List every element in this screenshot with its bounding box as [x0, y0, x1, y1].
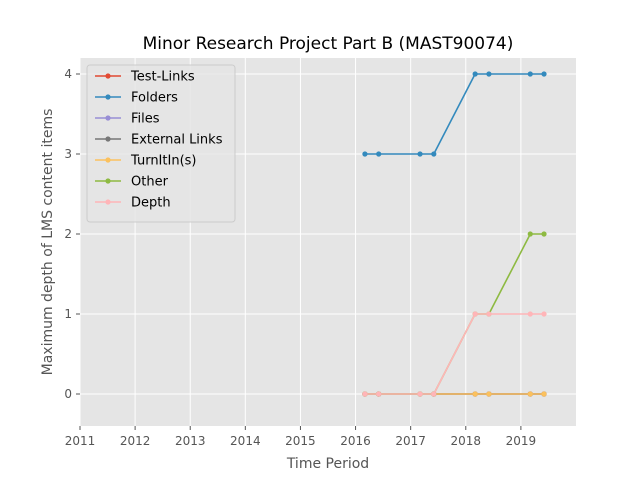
legend-item: Other	[95, 175, 169, 190]
data-point	[417, 151, 423, 157]
data-point	[472, 311, 478, 317]
legend-item: Depth	[95, 196, 171, 211]
x-ticks: 2011 2012 2013 2014 2015 2016 2017 2018 2019	[65, 426, 536, 448]
data-point	[486, 391, 492, 397]
x-tick-label: 2016	[340, 434, 371, 448]
legend-label: TurnItIn(s)	[130, 154, 196, 169]
legend-item: Test-Links	[95, 70, 195, 85]
data-point	[541, 391, 547, 397]
legend-item: Files	[95, 112, 160, 127]
y-tick-label: 1	[64, 307, 72, 321]
data-point	[362, 151, 368, 157]
data-point	[527, 311, 533, 317]
x-tick-label: 2018	[451, 434, 482, 448]
legend-label: Other	[131, 175, 169, 190]
x-tick-label: 2013	[175, 434, 206, 448]
data-point	[376, 391, 382, 397]
legend-swatch-marker	[105, 199, 111, 205]
data-point	[472, 391, 478, 397]
legend-swatch-marker	[105, 178, 111, 184]
x-tick-label: 2014	[230, 434, 261, 448]
legend-swatch-marker	[105, 115, 111, 121]
legend-label: Files	[131, 112, 160, 127]
legend-item: TurnItIn(s)	[95, 154, 196, 169]
data-point	[527, 391, 533, 397]
data-point	[541, 311, 547, 317]
data-point	[486, 311, 492, 317]
data-point	[417, 391, 423, 397]
data-point	[431, 391, 437, 397]
data-point	[541, 231, 547, 237]
data-point	[486, 71, 492, 77]
legend-swatch-marker	[105, 157, 111, 163]
data-point	[527, 71, 533, 77]
series-folders	[362, 71, 547, 157]
data-point	[541, 71, 547, 77]
y-ticks: 0 1 2 3 4	[64, 67, 80, 401]
legend-label: Test-Links	[130, 70, 195, 85]
y-axis-label: Maximum depth of LMS content items	[40, 109, 56, 376]
legend-item: External Links	[95, 133, 223, 148]
legend-item: Folders	[95, 91, 178, 106]
data-point	[472, 71, 478, 77]
legend-label: External Links	[131, 133, 223, 148]
y-tick-label: 2	[64, 227, 72, 241]
y-tick-label: 0	[64, 387, 72, 401]
legend-label: Depth	[131, 196, 171, 211]
chart-title: Minor Research Project Part B (MAST90074…	[143, 34, 514, 54]
data-point	[431, 151, 437, 157]
series-line	[364, 73, 544, 155]
legend-swatch-marker	[105, 94, 111, 100]
x-tick-label: 2012	[120, 434, 151, 448]
legend-swatch-marker	[105, 136, 111, 142]
x-axis-label: Time Period	[286, 456, 369, 472]
x-tick-label: 2015	[285, 434, 316, 448]
y-tick-label: 3	[64, 147, 72, 161]
data-point	[376, 151, 382, 157]
series-line	[364, 313, 544, 395]
data-point	[362, 391, 368, 397]
legend-box	[86, 64, 236, 223]
series-layer	[362, 71, 547, 397]
y-tick-label: 4	[64, 67, 72, 81]
legend-swatch-marker	[105, 73, 111, 79]
series-depth	[362, 311, 547, 397]
data-point	[527, 231, 533, 237]
x-tick-label: 2011	[65, 434, 96, 448]
legend-label: Folders	[131, 91, 178, 106]
legend: Test-Links Folders Files External Links Turn…	[86, 64, 236, 223]
x-tick-label: 2017	[395, 434, 426, 448]
x-tick-label: 2019	[506, 434, 537, 448]
